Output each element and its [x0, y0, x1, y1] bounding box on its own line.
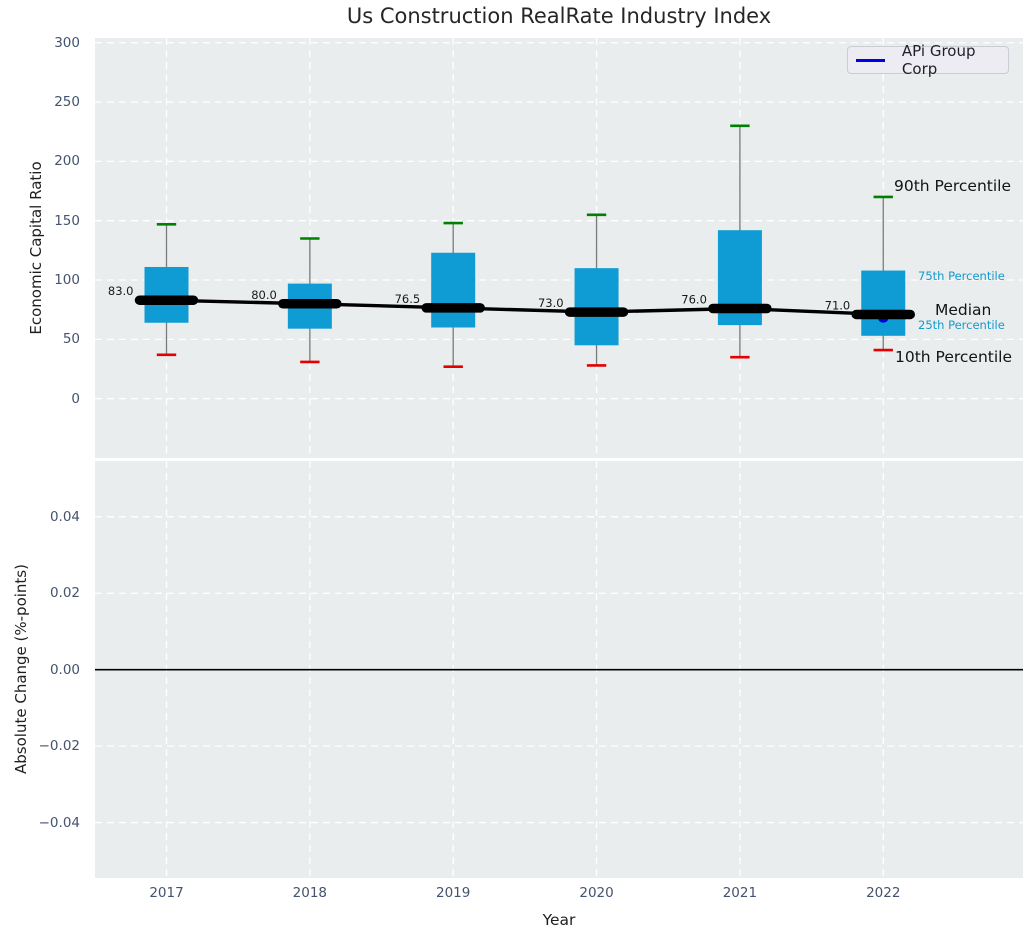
annotation-25th-percentile: 25th Percentile: [918, 318, 1005, 332]
box-2020: [574, 268, 619, 346]
top-panel: 83.0 80.0 76.5 73.0 76.0 71.0 APi Group Corp …: [95, 38, 1023, 458]
legend-label: APi Group Corp: [901, 42, 976, 78]
annotation-10th-percentile: 10th Percentile: [895, 348, 1013, 366]
ytick-top-200: 200: [54, 153, 80, 170]
legend-line-icon: [856, 58, 885, 62]
ytick-top-0: 0: [71, 390, 80, 407]
xtick-2022: 2022: [866, 885, 901, 901]
box-2022: [861, 270, 906, 336]
bottom-panel-svg: [95, 461, 1023, 878]
ytick-top-250: 250: [54, 94, 80, 111]
median-value-label-2019: 76.5: [395, 292, 421, 306]
annotation-75th-percentile: 75th Percentile: [918, 269, 1005, 283]
median-connect-line: [166, 298, 884, 317]
legend[interactable]: APi Group Corp: [847, 42, 1009, 78]
median-value-label-2022: 71.0: [825, 298, 851, 312]
box-2019: [431, 252, 476, 328]
ytick-bottom-3: −0.02: [38, 738, 80, 755]
xtick-2021: 2021: [722, 885, 758, 901]
ytick-top-100: 100: [54, 272, 80, 289]
median-value-label-2021: 76.0: [681, 293, 707, 307]
bottom-panel: [95, 461, 1023, 878]
x-axis-label: Year: [542, 911, 576, 929]
top-panel-svg: 83.0 80.0 76.5 73.0 76.0 71.0: [95, 38, 1023, 458]
xtick-2020: 2020: [579, 885, 614, 901]
ytick-top-300: 300: [54, 34, 80, 51]
ytick-top-150: 150: [54, 212, 80, 229]
chart-title: Us Construction RealRate Industry Index: [346, 4, 772, 28]
annotation-90th-percentile: 90th Percentile: [894, 177, 1012, 195]
xtick-2019: 2019: [436, 885, 471, 901]
ytick-bottom-0: 0.04: [49, 508, 80, 525]
y-axis-label-top: Economic Capital Ratio: [27, 161, 45, 335]
xtick-2017: 2017: [149, 885, 184, 901]
ytick-bottom-2: 0.00: [49, 661, 80, 678]
ytick-bottom-1: 0.02: [49, 585, 80, 602]
xtick-2018: 2018: [292, 885, 328, 901]
median-value-label-2018: 80.0: [251, 288, 277, 302]
median-value-label-2020: 73.0: [538, 296, 564, 310]
ytick-top-50: 50: [62, 331, 80, 348]
ytick-bottom-4: −0.04: [38, 814, 80, 831]
median-value-label-2017: 83.0: [108, 284, 134, 298]
box-2017: [144, 266, 189, 323]
annotation-median: Median: [935, 301, 992, 319]
